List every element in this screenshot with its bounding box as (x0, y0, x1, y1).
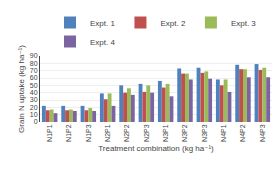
svg-text:N2P1: N2P1 (104, 124, 111, 142)
svg-text:Expt. 3: Expt. 3 (231, 19, 256, 28)
svg-text:Expt. 4: Expt. 4 (90, 38, 115, 47)
svg-text:10: 10 (30, 111, 38, 118)
svg-text:Expt. 1: Expt. 1 (90, 19, 115, 28)
svg-text:N2P3: N2P3 (143, 124, 150, 142)
svg-text:N3P3: N3P3 (201, 124, 208, 142)
svg-text:90: 90 (30, 52, 38, 59)
svg-text:N3P1: N3P1 (162, 124, 169, 142)
svg-text:Grain N uptake (kg ha⁻¹): Grain N uptake (kg ha⁻¹) (17, 45, 26, 133)
svg-text:20: 20 (30, 104, 38, 111)
svg-text:N3P2: N3P2 (181, 124, 188, 142)
svg-text:30: 30 (30, 96, 38, 103)
svg-text:N4P1: N4P1 (220, 124, 227, 142)
svg-text:N4P2: N4P2 (239, 124, 246, 142)
svg-text:N1P2: N1P2 (65, 124, 72, 142)
svg-text:40: 40 (30, 89, 38, 96)
svg-text:Expt. 2: Expt. 2 (160, 19, 185, 28)
svg-text:70: 70 (30, 67, 38, 74)
svg-text:80: 80 (30, 60, 38, 67)
svg-text:N2P2: N2P2 (123, 124, 130, 142)
svg-text:N4P3: N4P3 (259, 124, 266, 142)
svg-text:N1P3: N1P3 (85, 124, 92, 142)
svg-text:50: 50 (30, 82, 38, 89)
svg-text:Treatment combination (kg ha⁻¹: Treatment combination (kg ha⁻¹) (98, 144, 214, 153)
svg-text:60: 60 (30, 74, 38, 81)
svg-text:N1P1: N1P1 (46, 124, 53, 142)
svg-text:0: 0 (34, 118, 38, 125)
